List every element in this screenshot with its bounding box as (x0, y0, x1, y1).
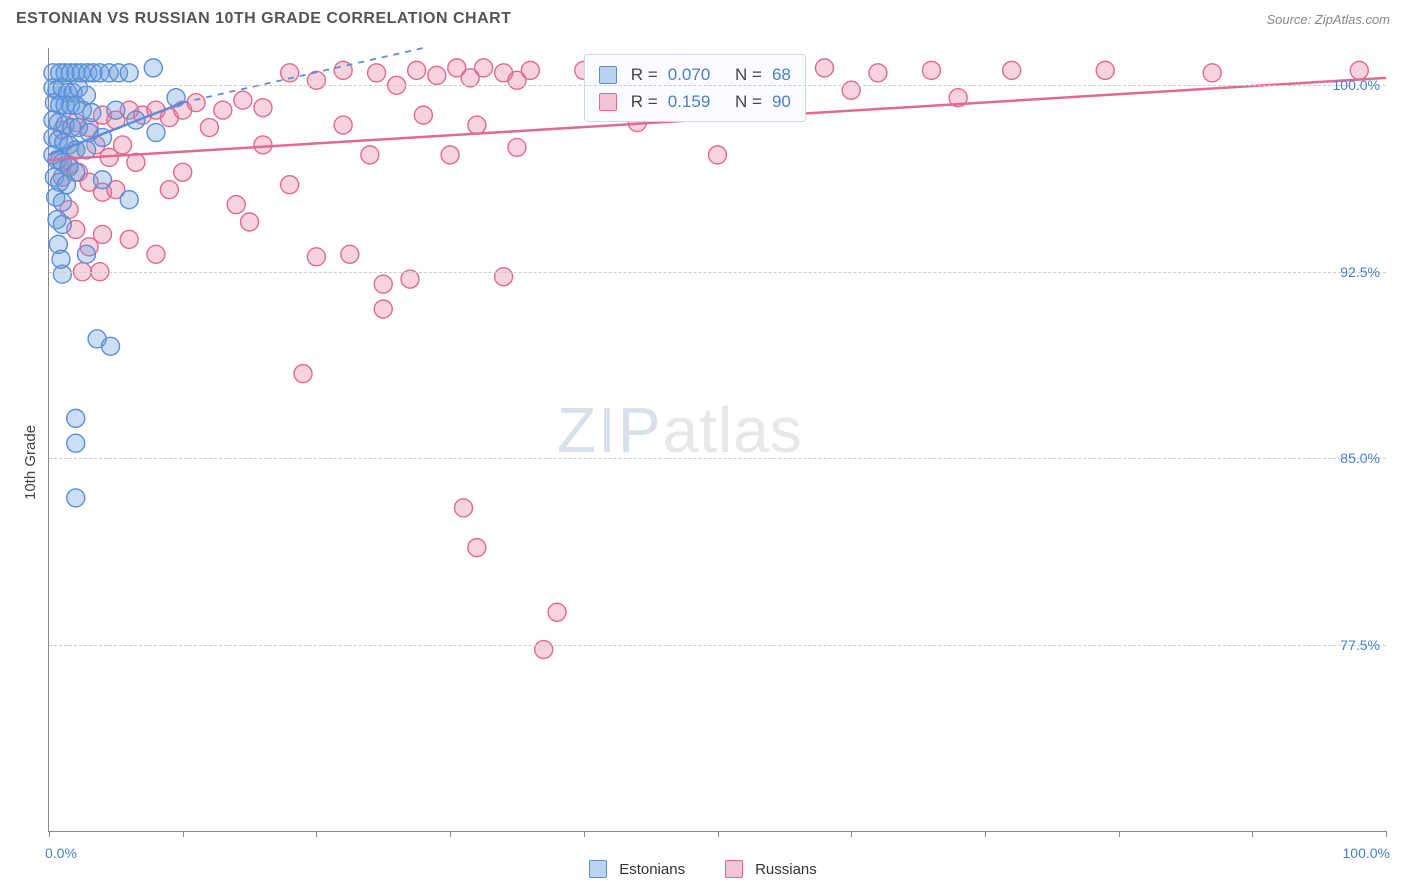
legend-swatch-icon (589, 860, 607, 878)
legend-item-estonians: Estonians (589, 860, 685, 878)
source-label: Source: ZipAtlas.com (1266, 12, 1390, 27)
r-label: R = (631, 88, 658, 115)
y-tick-label: 100.0% (1333, 77, 1380, 93)
n-value-estonians: 68 (772, 61, 791, 88)
gridline (49, 458, 1386, 459)
gridline (49, 272, 1386, 273)
gridline (49, 645, 1386, 646)
x-tick-mark (49, 831, 50, 837)
x-tick-mark (718, 831, 719, 837)
gridline (49, 85, 1386, 86)
x-tick-mark (1119, 831, 1120, 837)
y-tick-label: 92.5% (1340, 264, 1380, 280)
n-label: N = (735, 61, 762, 88)
x-axis-end-label: 100.0% (1343, 845, 1390, 861)
n-value-russians: 90 (772, 88, 791, 115)
x-tick-mark (851, 831, 852, 837)
y-axis-title: 10th Grade (22, 425, 39, 500)
x-tick-mark (1386, 831, 1387, 837)
y-tick-label: 77.5% (1340, 637, 1380, 653)
r-value-estonians: 0.070 (668, 61, 711, 88)
r-label: R = (631, 61, 658, 88)
series-legend: Estonians Russians (0, 860, 1406, 878)
scatter-svg (49, 48, 1386, 831)
y-tick-label: 85.0% (1340, 450, 1380, 466)
correlation-legend: R = 0.070 N = 68 R = 0.159 N = 90 (584, 54, 806, 122)
legend-swatch-icon (725, 860, 743, 878)
legend-label: Russians (755, 861, 817, 878)
r-value-russians: 0.159 (668, 88, 711, 115)
chart-title: ESTONIAN VS RUSSIAN 10TH GRADE CORRELATI… (16, 10, 511, 28)
x-tick-mark (316, 831, 317, 837)
x-tick-mark (450, 831, 451, 837)
legend-swatch-estonians (599, 66, 617, 84)
legend-item-russians: Russians (725, 860, 817, 878)
legend-label: Estonians (619, 861, 685, 878)
legend-swatch-russians (599, 93, 617, 111)
x-tick-mark (1252, 831, 1253, 837)
x-tick-mark (584, 831, 585, 837)
chart-plot-area: ZIPatlas R = 0.070 N = 68 R = 0.159 N = … (48, 48, 1386, 832)
x-tick-mark (183, 831, 184, 837)
x-tick-mark (985, 831, 986, 837)
n-label: N = (735, 88, 762, 115)
x-axis-start-label: 0.0% (45, 845, 77, 861)
